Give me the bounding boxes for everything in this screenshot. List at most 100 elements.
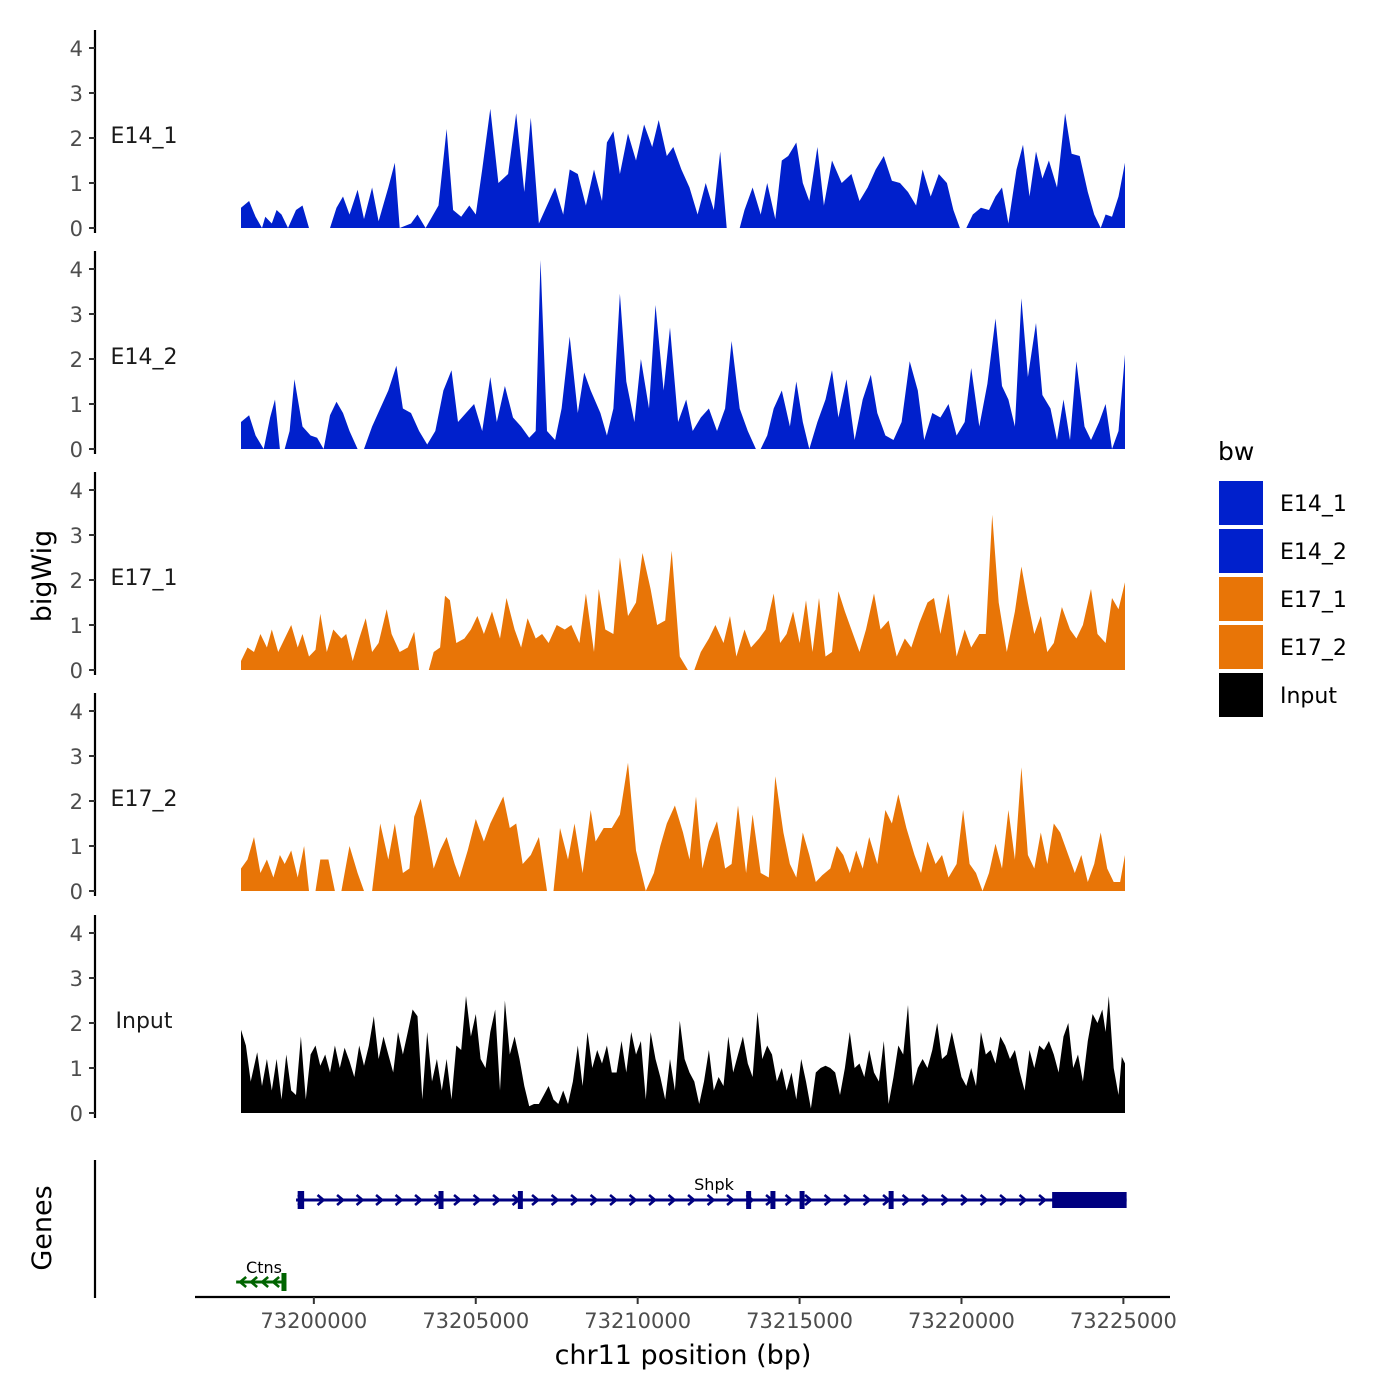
strand-arrow (394, 1194, 404, 1206)
x-tick-label: 73220000 (908, 1309, 1015, 1333)
strand-arrow (316, 1194, 326, 1206)
exon (799, 1191, 805, 1209)
track-label-Input: Input (116, 1009, 173, 1034)
strand-arrow (648, 1194, 658, 1206)
y-tick-label: 1 (70, 172, 83, 196)
exon (517, 1191, 523, 1209)
strand-arrow (999, 1194, 1009, 1206)
gene-track: Shpk Ctns (93, 1160, 1127, 1298)
y-tick-label: 3 (70, 524, 83, 548)
y-tick-label: 0 (70, 659, 83, 683)
strand-arrow (804, 1194, 814, 1206)
gene-Shpk: Shpk (296, 1175, 1127, 1209)
legend-title: bw (1218, 437, 1254, 466)
legend-label-E17_2: E17_2 (1280, 636, 1347, 661)
exon (297, 1191, 305, 1209)
strand-arrow (862, 1194, 872, 1206)
legend-label-E17_1: E17_1 (1280, 588, 1347, 613)
exon (770, 1191, 776, 1209)
strand-arrow (940, 1194, 950, 1206)
strand-arrow (414, 1194, 424, 1206)
gene-Ctns: Ctns (236, 1258, 287, 1291)
legend-label-E14_2: E14_2 (1280, 540, 1347, 565)
y-tick-label: 4 (70, 258, 83, 282)
strand-arrow (453, 1194, 463, 1206)
legend-key-E14_1 (1219, 481, 1263, 525)
strand-arrow (238, 1276, 247, 1288)
exon (746, 1191, 752, 1209)
strand-arrow (609, 1194, 619, 1206)
y-tick-label: 0 (70, 217, 83, 241)
strand-arrow (726, 1194, 736, 1206)
y-tick-label: 1 (70, 393, 83, 417)
y-tick-label: 0 (70, 1102, 83, 1126)
strand-arrow (1038, 1194, 1048, 1206)
track-label-E14_1: E14_1 (111, 124, 178, 149)
strand-arrow (375, 1194, 385, 1206)
strand-arrow (979, 1194, 989, 1206)
track-E17_1: 0 1 2 3 4 E17_1 (70, 472, 1125, 683)
strand-arrow (667, 1194, 677, 1206)
track-label-E14_2: E14_2 (111, 345, 178, 370)
strand-arrow (823, 1194, 833, 1206)
track-label-E17_2: E17_2 (111, 787, 178, 812)
x-tick-label: 73210000 (584, 1309, 691, 1333)
y-tick-label: 2 (70, 348, 83, 372)
legend: bw E14_1 E14_2 E17_1 E17_2 Input (1218, 437, 1347, 717)
track-E14_1: 0 1 2 3 4 E14_1 (70, 30, 1125, 241)
legend-key-E14_2 (1219, 529, 1263, 573)
x-tick-label: 73200000 (260, 1309, 367, 1333)
y-tick-label: 4 (70, 37, 83, 61)
legend-key-E17_2 (1219, 625, 1263, 669)
signal-tracks: 0 1 2 3 4 E14_1 0 1 2 3 4 E14_2 0 1 2 3 4 E17_1 0 1 2 3 4 E17_2… (70, 30, 1125, 1126)
y-tick-label: 2 (70, 1012, 83, 1036)
x-axis: 73200000 73205000 73210000 73215000 73220000… (195, 1295, 1177, 1333)
strand-arrow (628, 1194, 638, 1206)
y-tick-label: 1 (70, 614, 83, 638)
strand-arrow (531, 1194, 541, 1206)
area-E14_2 (241, 260, 1125, 449)
strand-arrow (706, 1194, 716, 1206)
strand-arrow (271, 1276, 280, 1288)
y-tick-label: 2 (70, 790, 83, 814)
y-tick-label: 3 (70, 745, 83, 769)
strand-arrow (784, 1194, 794, 1206)
y-tick-label: 4 (70, 479, 83, 503)
gene-label-Ctns: Ctns (246, 1258, 282, 1277)
gene-label-Shpk: Shpk (694, 1175, 734, 1194)
exon (438, 1191, 444, 1209)
y-tick-label: 2 (70, 569, 83, 593)
y-tick-label: 1 (70, 835, 83, 859)
strand-arrow (570, 1194, 580, 1206)
strand-arrow (921, 1194, 931, 1206)
strand-arrow (687, 1194, 697, 1206)
strand-arrow (1018, 1194, 1028, 1206)
track-Input: 0 1 2 3 4 Input (70, 915, 1125, 1126)
y-tick-label: 2 (70, 127, 83, 151)
legend-label-Input: Input (1280, 684, 1337, 709)
y-tick-label: 3 (70, 82, 83, 106)
y-tick-label: 1 (70, 1057, 83, 1081)
area-E14_1 (241, 108, 1125, 228)
y-tick-label: 0 (70, 880, 83, 904)
strand-arrow (472, 1194, 482, 1206)
track-label-E17_1: E17_1 (111, 566, 178, 591)
area-Input (241, 996, 1125, 1113)
strand-arrow (843, 1194, 853, 1206)
strand-arrow (336, 1194, 346, 1206)
strand-arrow (260, 1276, 269, 1288)
strand-arrow (550, 1194, 560, 1206)
exon (888, 1191, 894, 1209)
genes-axis-title: Genes (27, 1185, 58, 1270)
exon (281, 1273, 287, 1291)
x-tick-label: 73215000 (746, 1309, 853, 1333)
strand-arrow (901, 1194, 911, 1206)
track-E14_2: 0 1 2 3 4 E14_2 (70, 251, 1125, 462)
y-tick-label: 3 (70, 967, 83, 991)
y-tick-label: 3 (70, 303, 83, 327)
exon (1052, 1192, 1127, 1208)
strand-arrow (492, 1194, 502, 1206)
x-tick-label: 73225000 (1070, 1309, 1177, 1333)
strand-arrow (355, 1194, 365, 1206)
